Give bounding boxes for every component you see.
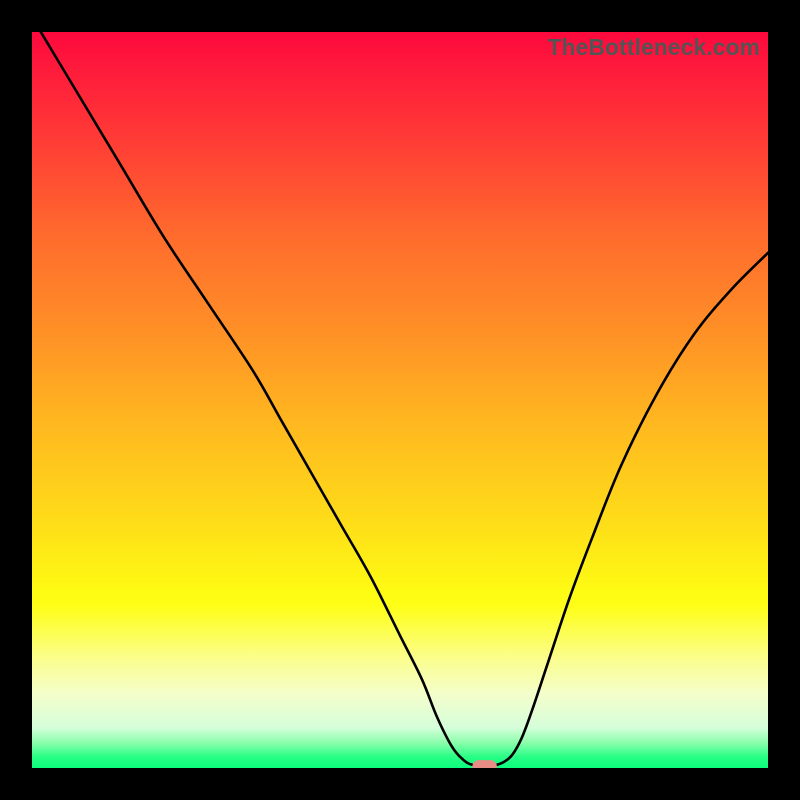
gradient-background (32, 32, 768, 768)
plot-svg (32, 32, 768, 768)
plot-area (32, 32, 768, 768)
chart-frame: TheBottleneck.com (0, 0, 800, 800)
optimal-marker (473, 761, 497, 768)
